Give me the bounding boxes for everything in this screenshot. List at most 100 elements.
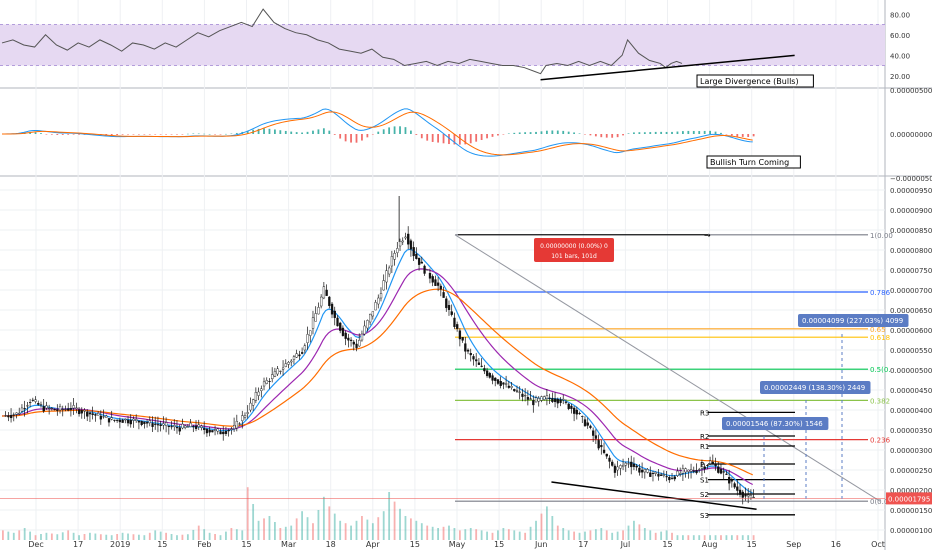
macd-histogram-bar [426, 134, 429, 141]
fib-label: 0.65 [870, 326, 886, 334]
candle-body [121, 419, 124, 423]
volume-bar [676, 535, 679, 540]
macd-histogram-bar [535, 131, 537, 134]
candle-body [445, 298, 448, 309]
candle-body [184, 425, 187, 428]
candle-body [241, 415, 244, 421]
volume-bar [671, 532, 673, 540]
macd-histogram-bar [127, 134, 129, 135]
volume-bar [535, 520, 537, 540]
candle-body [567, 403, 570, 409]
volume-bar [241, 530, 244, 540]
macd-histogram-bar [709, 130, 711, 134]
candle-body [12, 414, 15, 416]
macd-histogram-bar [132, 134, 135, 135]
volume-bar [214, 534, 216, 540]
macd-histogram-bar [333, 134, 336, 135]
macd-histogram-bar [45, 134, 48, 135]
candle-body [292, 356, 296, 360]
macd-histogram-bar [518, 132, 521, 134]
macd-histogram-bar [67, 134, 70, 135]
candle-body [113, 419, 116, 421]
candle-body [532, 400, 535, 406]
volume-bar [377, 517, 380, 540]
volume-bar [475, 529, 478, 540]
macd-histogram-bar [736, 134, 739, 137]
x-tick-label: Mar [281, 540, 297, 549]
rsi-tick-label: 60.00 [890, 32, 910, 40]
volume-bar [415, 520, 418, 540]
volume-bar [546, 506, 548, 540]
rsi-tick-label: 80.00 [890, 11, 910, 19]
volume-bar [328, 506, 331, 540]
candle-body [26, 405, 29, 407]
volume-bar [605, 530, 608, 540]
volume-bar [431, 526, 434, 540]
price-tick-label: 0.00000100 [890, 527, 932, 535]
candle-body [711, 461, 715, 464]
macd-histogram-bar [703, 130, 706, 134]
candle-body [453, 317, 456, 327]
volume-bar [725, 535, 728, 540]
macd-signal-line [1, 111, 753, 156]
candle-body [301, 352, 304, 354]
price-tick-label: 0.00000550 [890, 347, 932, 355]
candle-body [458, 330, 462, 340]
macd-histogram-bar [366, 134, 369, 138]
candle-body [654, 471, 657, 474]
x-tick-label: 15 [494, 540, 504, 549]
macd-histogram-bar [453, 134, 456, 145]
candle-body [738, 489, 742, 495]
volume-bar [295, 518, 298, 540]
candle-body [145, 422, 149, 424]
volume-bar [371, 523, 374, 540]
candle-body [330, 303, 334, 315]
candle-body [88, 412, 92, 415]
macd-histogram-bar [562, 130, 565, 134]
candle-body [494, 377, 497, 381]
macd-histogram-bar [507, 133, 510, 134]
volume-bar [616, 531, 619, 540]
macd-histogram-bar [643, 132, 646, 134]
volume-bar [268, 516, 271, 540]
candle-body [232, 425, 236, 430]
candle-body [53, 409, 56, 411]
macd-histogram-bar [203, 133, 206, 135]
macd-histogram-bar [393, 126, 396, 134]
x-tick-label: 2019 [110, 540, 130, 549]
candle-body [442, 292, 445, 298]
fib-label: 0(0.00 [870, 498, 893, 506]
candle-body [271, 374, 274, 380]
x-tick-label: 15 [747, 540, 757, 549]
macd-histogram-bar [556, 130, 559, 134]
macd-histogram-bar [295, 132, 298, 134]
macd-histogram-bar [567, 131, 570, 134]
candle-body [635, 465, 638, 468]
macd-histogram-bar [573, 132, 575, 134]
candle-body [9, 415, 13, 419]
x-tick-label: 15 [410, 540, 420, 549]
macd-histogram-bar [725, 134, 728, 135]
price-tick-label: 0.00000850 [890, 227, 932, 235]
volume-bar [518, 531, 521, 540]
candle-body [456, 324, 459, 329]
measure-box-line2: 101 bars, 101d [551, 253, 597, 260]
candle-body [679, 473, 682, 475]
target3-label: 0.00004099 (227.03%) 4099 [802, 317, 903, 325]
macd-histogram-bar [279, 130, 282, 134]
macd-histogram-bar [730, 134, 733, 136]
candle-body [262, 381, 266, 387]
volume-bar [627, 525, 630, 540]
candle-body [475, 359, 478, 362]
volume-bar [410, 518, 412, 540]
volume-bar [600, 528, 603, 540]
macd-histogram-bar [339, 134, 342, 139]
candle-body [388, 267, 391, 275]
candle-body [469, 353, 472, 356]
candle-body [205, 429, 209, 434]
volume-bar [301, 511, 303, 540]
volume-bar [502, 528, 505, 540]
macd-histogram-bar [486, 134, 488, 139]
x-tick-label: 15 [662, 540, 672, 549]
